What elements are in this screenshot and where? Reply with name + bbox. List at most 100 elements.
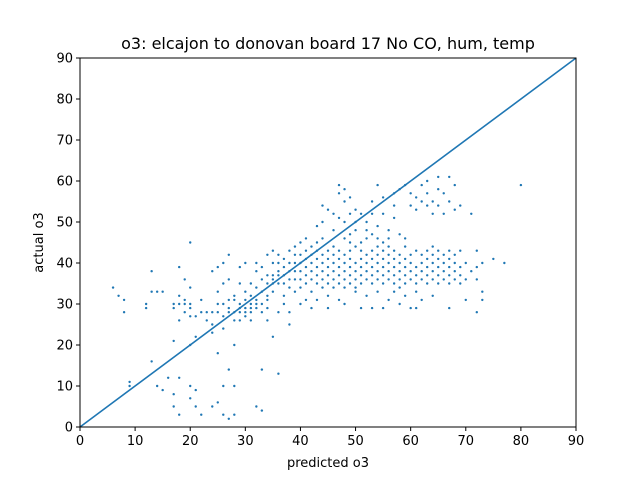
data-point <box>255 405 258 408</box>
data-point <box>398 270 401 273</box>
data-point <box>359 265 363 269</box>
data-point <box>293 245 297 248</box>
data-point <box>359 212 363 215</box>
data-point <box>189 306 192 310</box>
data-point <box>376 224 379 228</box>
data-point <box>238 302 242 306</box>
data-point <box>381 306 385 310</box>
data-point <box>337 216 341 220</box>
data-point <box>144 306 148 310</box>
data-point <box>354 229 357 232</box>
data-point <box>459 282 462 285</box>
data-point <box>475 249 478 252</box>
data-point <box>310 290 313 293</box>
data-point <box>238 311 242 314</box>
reference-line <box>79 57 577 428</box>
data-point <box>370 249 374 252</box>
data-point <box>409 261 412 265</box>
x-tick-label: 40 <box>292 434 309 449</box>
data-point <box>293 261 297 265</box>
data-point <box>387 245 390 248</box>
data-point <box>431 253 434 256</box>
data-point <box>348 212 352 215</box>
data-points <box>111 175 523 420</box>
data-point <box>321 220 324 224</box>
data-point <box>321 261 324 265</box>
data-point <box>431 200 434 203</box>
data-point <box>354 245 357 248</box>
data-point <box>442 261 445 265</box>
data-point <box>481 298 484 302</box>
data-point <box>211 405 214 408</box>
data-point <box>359 306 363 310</box>
data-point <box>222 282 225 285</box>
data-point <box>398 233 401 236</box>
data-point <box>310 245 313 248</box>
data-point <box>244 315 247 318</box>
data-point <box>442 270 445 273</box>
data-point <box>365 220 368 224</box>
data-point <box>161 290 164 293</box>
data-point <box>409 270 412 273</box>
data-point <box>376 237 379 240</box>
y-tick-label: 80 <box>56 93 73 108</box>
data-point <box>398 286 401 289</box>
data-point <box>233 298 236 302</box>
data-point <box>442 253 445 256</box>
data-point <box>227 306 230 310</box>
data-point <box>409 278 412 281</box>
data-point <box>326 257 330 261</box>
data-point <box>172 302 175 306</box>
data-point <box>459 204 462 207</box>
data-point <box>376 290 379 293</box>
data-point <box>189 315 192 318</box>
data-point <box>249 282 253 285</box>
data-point <box>222 327 225 330</box>
data-point <box>288 249 291 252</box>
data-point <box>150 270 153 273</box>
data-point <box>370 257 374 261</box>
data-point <box>332 270 335 273</box>
data-point <box>365 253 368 256</box>
data-point <box>332 229 335 232</box>
data-point <box>282 302 286 306</box>
data-point <box>222 315 225 318</box>
x-tick-label: 30 <box>237 434 254 449</box>
data-point <box>227 417 230 420</box>
data-point <box>403 237 407 240</box>
data-point <box>293 270 297 273</box>
data-point <box>321 286 324 289</box>
data-point <box>326 306 330 310</box>
data-point <box>414 282 418 285</box>
data-point <box>271 278 275 281</box>
data-point <box>403 274 407 277</box>
data-point <box>299 286 302 289</box>
data-point <box>244 306 247 310</box>
data-point <box>277 261 280 265</box>
data-point <box>475 265 478 269</box>
data-point <box>178 302 181 306</box>
data-point <box>431 245 434 248</box>
data-point <box>205 319 208 322</box>
data-point <box>288 286 291 289</box>
data-point <box>420 270 423 273</box>
data-point <box>464 261 467 265</box>
data-point <box>370 274 374 277</box>
data-point <box>277 311 280 314</box>
data-point <box>409 204 412 207</box>
y-tick-label: 10 <box>56 380 73 395</box>
data-point <box>392 249 396 252</box>
data-point <box>211 323 214 326</box>
data-point <box>409 192 412 195</box>
data-point <box>426 204 429 207</box>
data-point <box>420 278 423 281</box>
data-point <box>464 278 467 281</box>
data-point <box>189 302 192 306</box>
data-point <box>271 261 275 265</box>
data-point <box>255 270 258 273</box>
data-point <box>464 298 467 302</box>
y-tick-label: 20 <box>56 339 73 354</box>
data-point <box>227 278 230 281</box>
data-point <box>392 257 396 261</box>
